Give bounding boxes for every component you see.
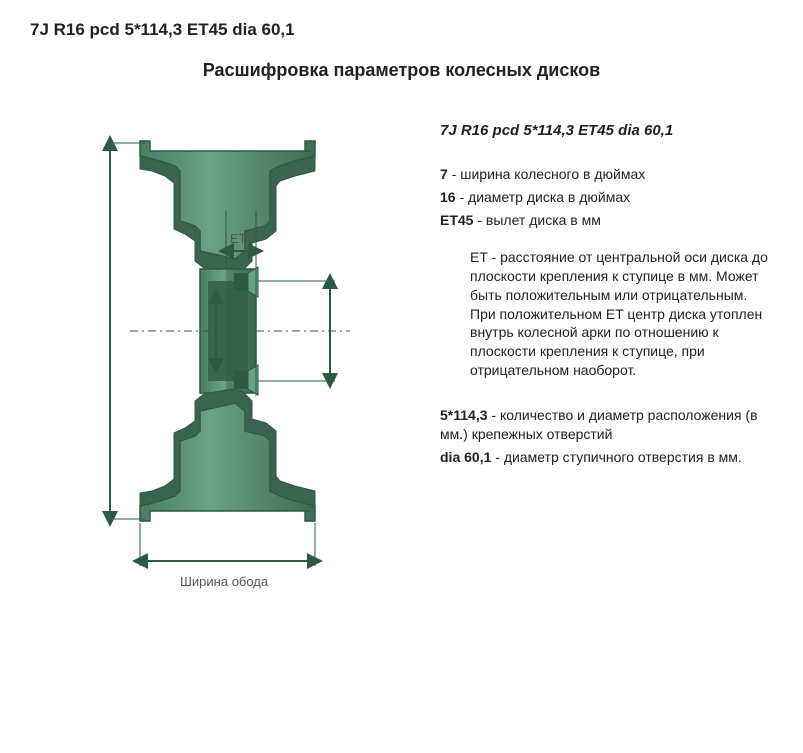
spec-code-heading: 7J R16 pcd 5*114,3 ET45 dia 60,1 (440, 121, 773, 141)
def-dia: dia 60,1 - диаметр ступичного отверстия … (440, 448, 773, 467)
svg-text:ET: ET (230, 231, 247, 246)
rim-width-dimension: Ширина обода (140, 523, 315, 589)
definitions-column: 7J R16 pcd 5*114,3 ET45 dia 60,1 7 - шир… (440, 121, 773, 621)
page-title: Расшифровка параметров колесных дисков (30, 60, 773, 81)
top-spec-code: 7J R16 pcd 5*114,3 ET45 dia 60,1 (30, 20, 773, 40)
wheel-cross-section-diagram: ET DIA PCD Размер обода (30, 121, 420, 621)
svg-text:Ширина обода: Ширина обода (180, 574, 269, 589)
def-width: 7 - ширина колесного в дюймах (440, 165, 773, 184)
def-offset: ET45 - вылет диска в мм (440, 211, 773, 230)
pcd-dimension: PCD (30, 281, 335, 381)
def-pcd: 5*114,3 - количество и диаметр расположе… (440, 406, 773, 444)
diagram-column: ET DIA PCD Размер обода (30, 121, 420, 621)
def-diameter: 16 - диаметр диска в дюймах (440, 188, 773, 207)
content-row: ET DIA PCD Размер обода (30, 121, 773, 621)
et-explanation: ET - расстояние от центральной оси диска… (470, 248, 773, 380)
rim-size-dimension: Размер обода (30, 143, 145, 519)
